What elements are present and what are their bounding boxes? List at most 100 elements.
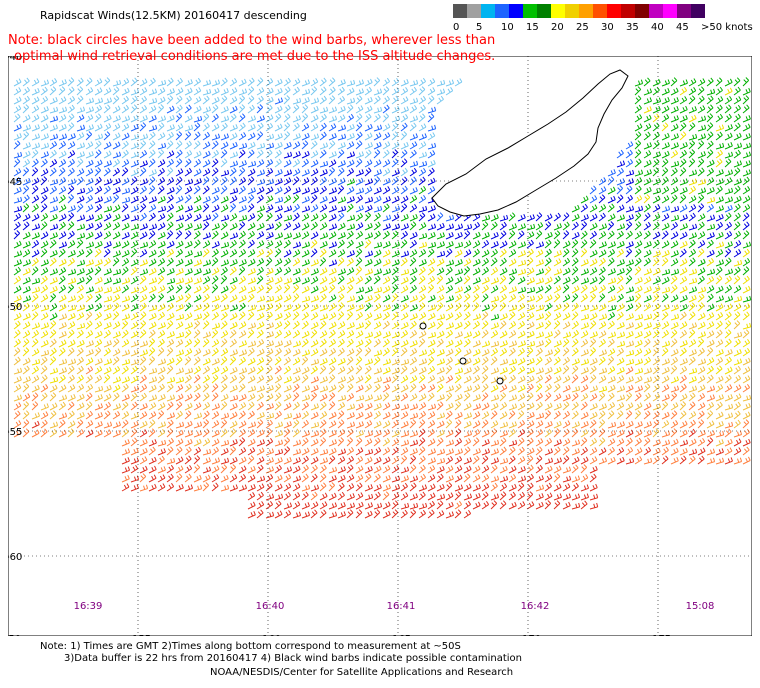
wind-barb bbox=[346, 87, 355, 96]
wind-barb bbox=[715, 124, 725, 132]
wind-barb bbox=[400, 87, 409, 96]
island-marker bbox=[419, 322, 427, 330]
wind-barb bbox=[40, 95, 49, 105]
wind-barb bbox=[274, 113, 282, 123]
wind-barb bbox=[427, 95, 435, 105]
legend-label: 35 bbox=[626, 22, 639, 33]
wind-barb bbox=[373, 77, 381, 87]
legend-label: 15 bbox=[526, 22, 539, 33]
wind-barb bbox=[103, 87, 112, 96]
wind-barb bbox=[337, 79, 346, 87]
wind-barb bbox=[373, 149, 381, 159]
wind-barb bbox=[670, 106, 679, 114]
wind-barb bbox=[670, 123, 679, 132]
wind-barb bbox=[724, 96, 733, 105]
wind-barb bbox=[229, 96, 238, 105]
wind-barb bbox=[247, 104, 255, 114]
wind-barb bbox=[247, 77, 255, 87]
wind-barb bbox=[418, 77, 427, 87]
wind-barb bbox=[49, 86, 57, 96]
wind-barb bbox=[265, 168, 274, 177]
wind-barb bbox=[157, 132, 166, 141]
wind-barb bbox=[103, 114, 112, 123]
wind-barb bbox=[220, 115, 230, 123]
wind-barb bbox=[373, 88, 383, 96]
wind-barb bbox=[724, 113, 732, 123]
wind-barb bbox=[355, 95, 363, 105]
wind-barb bbox=[301, 150, 310, 159]
wind-barb bbox=[724, 158, 732, 168]
wind-barb bbox=[418, 123, 427, 132]
wind-barb bbox=[148, 97, 158, 105]
wind-barb bbox=[238, 160, 247, 168]
wind-barb bbox=[220, 158, 228, 168]
wind-barb bbox=[40, 79, 50, 87]
wind-barb bbox=[292, 97, 302, 105]
wind-barb bbox=[265, 114, 274, 123]
wind-barb bbox=[166, 124, 175, 132]
wind-barb bbox=[319, 113, 327, 123]
wind-barb bbox=[229, 87, 238, 96]
wind-barb bbox=[301, 169, 310, 177]
wind-barb bbox=[229, 160, 239, 168]
wind-barb bbox=[364, 123, 373, 132]
wind-barb bbox=[688, 158, 696, 168]
island-marker bbox=[496, 377, 504, 385]
wind-barb bbox=[697, 78, 706, 87]
wind-barb bbox=[175, 104, 183, 114]
wind-barb bbox=[643, 169, 652, 177]
wind-barb bbox=[328, 106, 338, 114]
wind-barb bbox=[382, 86, 390, 96]
wind-barb bbox=[175, 113, 183, 123]
wind-barb bbox=[67, 150, 76, 159]
wind-barb bbox=[337, 133, 347, 141]
wind-barb bbox=[634, 149, 642, 159]
wind-barb bbox=[382, 168, 391, 177]
wind-barb bbox=[661, 132, 670, 141]
wind-barb bbox=[76, 168, 85, 177]
wind-barb bbox=[634, 169, 644, 177]
wind-barb bbox=[688, 78, 697, 87]
wind-barb bbox=[130, 77, 138, 87]
wind-barb bbox=[346, 79, 356, 87]
wind-barb bbox=[409, 86, 417, 96]
wind-barb bbox=[22, 77, 30, 87]
wind-barb bbox=[301, 104, 309, 114]
wind-barb bbox=[688, 106, 697, 114]
wind-barb bbox=[355, 105, 364, 114]
wind-barb bbox=[634, 86, 642, 96]
wind-barb bbox=[274, 133, 283, 141]
wind-barb bbox=[373, 124, 383, 132]
wind-barb bbox=[661, 142, 670, 150]
wind-barb bbox=[85, 114, 94, 123]
wind-barb bbox=[40, 86, 48, 96]
wind-barb bbox=[202, 106, 211, 114]
wind-barb bbox=[184, 167, 193, 177]
wind-barb bbox=[346, 167, 355, 177]
wind-barb bbox=[121, 132, 130, 141]
wind-barb bbox=[688, 169, 698, 177]
wind-barb bbox=[58, 106, 68, 114]
wind-barb bbox=[382, 95, 390, 105]
wind-barb bbox=[148, 140, 156, 150]
legend-label: 0 bbox=[453, 22, 460, 33]
wind-barb bbox=[67, 95, 76, 105]
wind-barb bbox=[112, 105, 121, 114]
wind-barb bbox=[139, 133, 149, 141]
wind-barb bbox=[148, 114, 157, 123]
wind-barb bbox=[130, 104, 138, 114]
wind-barb bbox=[67, 104, 75, 114]
legend-swatch bbox=[453, 4, 467, 18]
wind-barb bbox=[103, 77, 111, 87]
wind-barb bbox=[364, 167, 372, 177]
wind-barb bbox=[328, 167, 336, 177]
wind-barb bbox=[409, 167, 417, 177]
wind-barb bbox=[148, 105, 157, 114]
wind-barb bbox=[202, 168, 211, 177]
wind-barb bbox=[49, 78, 58, 87]
wind-barb bbox=[31, 124, 40, 132]
wind-barb bbox=[310, 105, 319, 114]
wind-barb bbox=[130, 133, 140, 141]
wind-barb bbox=[292, 122, 300, 132]
wind-barb bbox=[301, 158, 309, 168]
